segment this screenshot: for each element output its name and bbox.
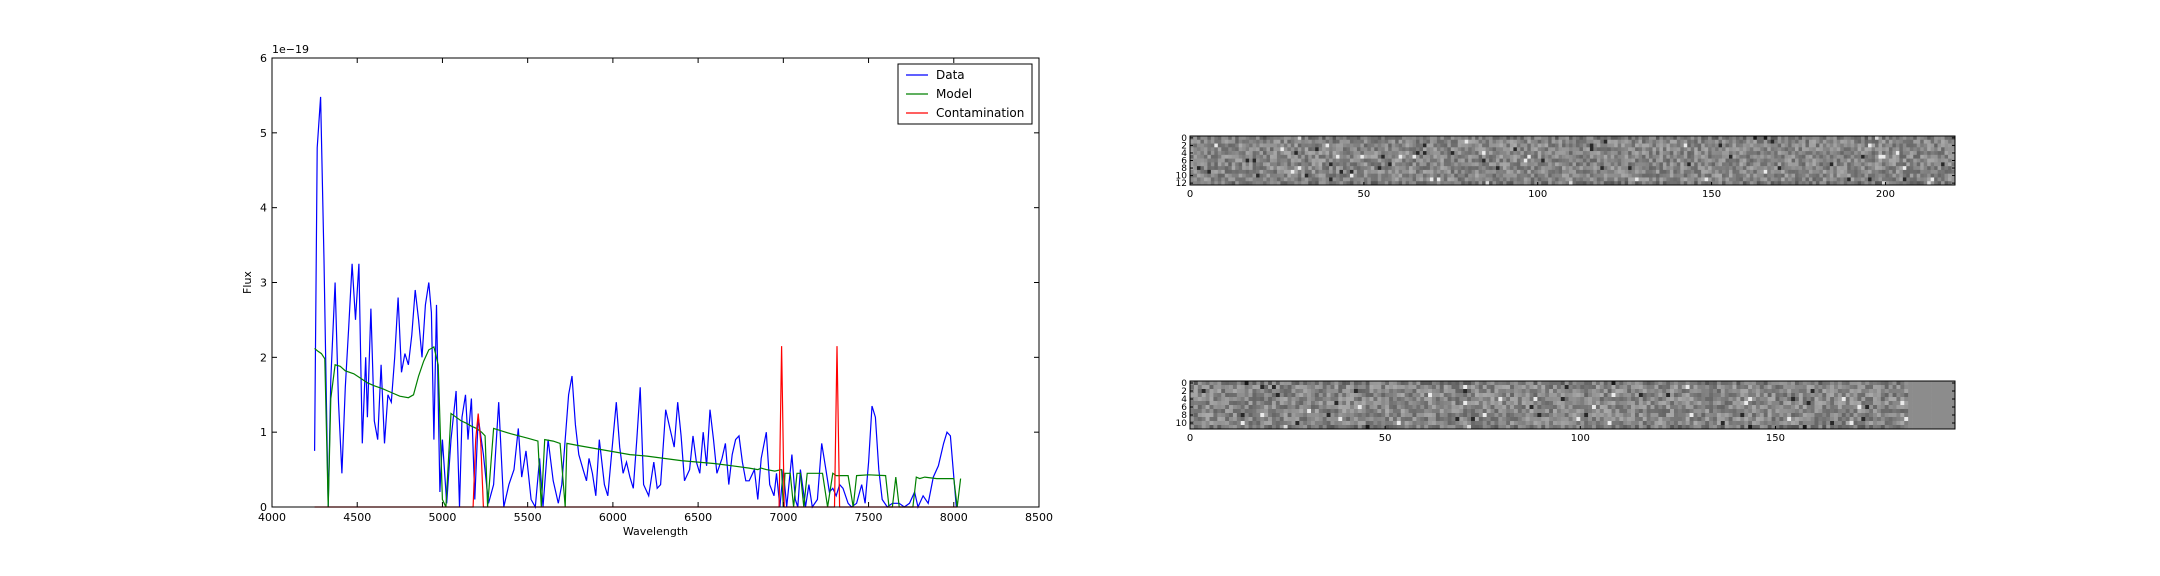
- y-tick-label: 6: [1181, 403, 1187, 413]
- y-tick-label: 0: [1181, 379, 1187, 389]
- y-tick-label: 10: [1176, 172, 1188, 182]
- legend-label-model: Model: [936, 87, 972, 101]
- spectrum-x-ticks: 4000 4500 5000 5500 6000 6500 7000 7500 8000 8500: [258, 58, 1053, 524]
- y-tick-label: 1: [260, 426, 267, 439]
- spectrum-offset-text: 1e−19: [272, 43, 309, 56]
- image-bottom-frame: [1189, 380, 1956, 430]
- y-tick-label: 12: [1176, 179, 1187, 189]
- y-tick-label: 6: [260, 52, 267, 65]
- y-tick-label: 5: [260, 127, 267, 140]
- legend-label-data: Data: [936, 68, 965, 82]
- x-tick-label: 0: [1187, 189, 1193, 200]
- x-tick-label: 6500: [684, 511, 712, 524]
- image-bottom-pixels: [1190, 381, 1956, 430]
- x-tick-label: 4000: [258, 511, 286, 524]
- y-tick-label: 8: [1181, 164, 1187, 174]
- y-tick-label: 4: [1181, 149, 1187, 159]
- x-tick-label: 5500: [514, 511, 542, 524]
- y-tick-label: 0: [1181, 134, 1187, 144]
- x-tick-label: 50: [1379, 433, 1392, 444]
- y-tick-label: 4: [1181, 395, 1187, 405]
- y-tick-label: 8: [1181, 411, 1187, 421]
- spectrum-legend: Data Model Contamination: [897, 63, 1033, 125]
- y-tick-label: 6: [1181, 157, 1187, 167]
- x-tick-label: 7500: [855, 511, 883, 524]
- spectrum-y-axis-label: Flux: [241, 271, 254, 294]
- y-tick-label: 10: [1176, 419, 1188, 429]
- x-tick-label: 4500: [343, 511, 371, 524]
- x-tick-label: 50: [1357, 189, 1370, 200]
- y-tick-label: 2: [1181, 141, 1187, 151]
- series-line-model: [314, 345, 962, 508]
- x-tick-label: 0: [1187, 433, 1193, 444]
- spectrum-y-ticks: 0 1 2 3 4 5 6: [260, 52, 1039, 514]
- x-tick-label: 100: [1528, 189, 1547, 200]
- series-line-data: [314, 96, 957, 509]
- spectrum-x-axis-label: Wavelength: [623, 525, 688, 538]
- x-tick-label: 6000: [599, 511, 627, 524]
- legend-label-contamination: Contamination: [936, 106, 1024, 120]
- spectrum-plot: 4000 4500 5000 5500 6000 6500 7000 7500 8000 8500…: [241, 43, 1053, 538]
- x-tick-label: 100: [1571, 433, 1590, 444]
- x-tick-label: 7000: [769, 511, 797, 524]
- image-top-pixels: [1190, 136, 1956, 186]
- y-tick-label: 2: [260, 351, 267, 364]
- y-tick-label: 0: [260, 501, 267, 514]
- x-tick-label: 5000: [428, 511, 456, 524]
- y-tick-label: 3: [260, 277, 267, 290]
- x-tick-label: 150: [1702, 189, 1721, 200]
- y-tick-label: 4: [260, 202, 267, 215]
- x-tick-label: 8000: [940, 511, 968, 524]
- x-tick-label: 8500: [1025, 511, 1053, 524]
- y-tick-label: 2: [1181, 387, 1187, 397]
- x-tick-label: 200: [1876, 189, 1895, 200]
- x-tick-label: 150: [1766, 433, 1785, 444]
